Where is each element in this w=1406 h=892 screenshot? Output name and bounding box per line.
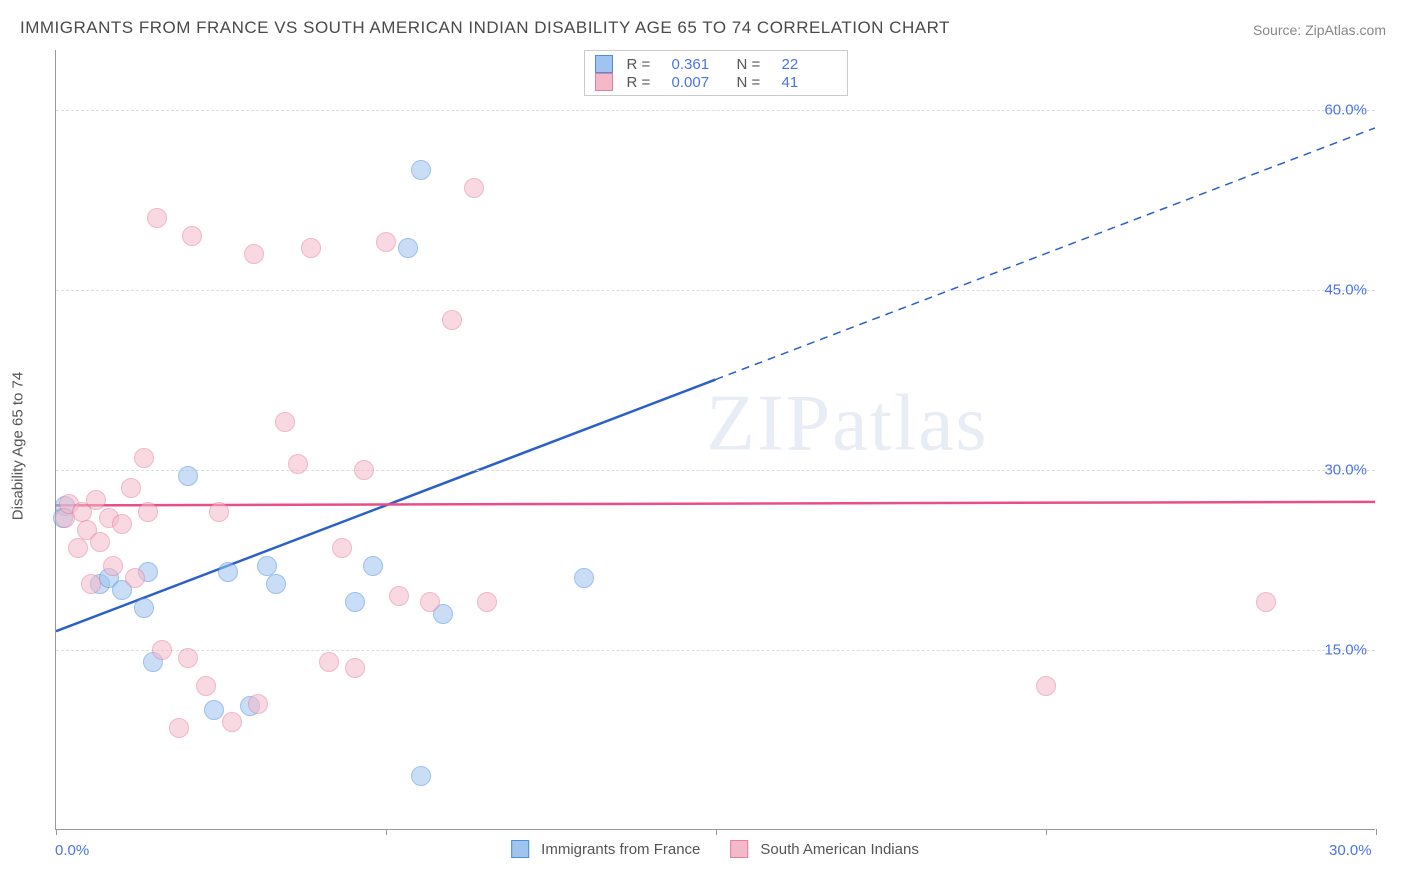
data-point	[103, 556, 123, 576]
x-tick	[1046, 829, 1047, 835]
data-point	[420, 592, 440, 612]
x-tick	[716, 829, 717, 835]
data-point	[134, 448, 154, 468]
data-point	[86, 490, 106, 510]
legend-item: Immigrants from France	[511, 840, 700, 858]
x-tick	[56, 829, 57, 835]
data-point	[363, 556, 383, 576]
scatter-plot-area: ZIPatlas R = 0.361 N = 22 R = 0.007 N = 41 15.0…	[55, 50, 1375, 830]
data-point	[204, 700, 224, 720]
x-tick-label: 0.0%	[55, 842, 89, 859]
y-tick-label: 30.0%	[1324, 462, 1367, 479]
data-point	[169, 718, 189, 738]
data-point	[574, 568, 594, 588]
data-point	[152, 640, 172, 660]
data-point	[1256, 592, 1276, 612]
data-point	[112, 514, 132, 534]
data-point	[464, 178, 484, 198]
data-point	[218, 562, 238, 582]
gridline	[56, 470, 1375, 471]
data-point	[288, 454, 308, 474]
source-link[interactable]: ZipAtlas.com	[1305, 22, 1386, 38]
y-axis-label: Disability Age 65 to 74	[10, 372, 27, 520]
data-point	[81, 574, 101, 594]
legend-n-label: N =	[737, 56, 772, 73]
data-point	[182, 226, 202, 246]
x-tick	[386, 829, 387, 835]
gridline	[56, 110, 1375, 111]
data-point	[138, 502, 158, 522]
y-tick-label: 60.0%	[1324, 102, 1367, 119]
data-point	[196, 676, 216, 696]
x-tick	[1376, 829, 1377, 835]
data-point	[257, 556, 277, 576]
data-point	[178, 648, 198, 668]
data-point	[248, 694, 268, 714]
legend-r-value: 0.007	[672, 74, 727, 91]
data-point	[90, 532, 110, 552]
data-point	[332, 538, 352, 558]
data-point	[125, 568, 145, 588]
y-tick-label: 45.0%	[1324, 282, 1367, 299]
legend-row: R = 0.007 N = 41	[595, 73, 837, 91]
data-point	[68, 538, 88, 558]
data-point	[121, 478, 141, 498]
watermark: ZIPatlas	[706, 378, 989, 469]
legend-n-value: 22	[782, 56, 837, 73]
data-point	[442, 310, 462, 330]
legend-series-name: South American Indians	[760, 841, 918, 858]
source-attribution: Source: ZipAtlas.com	[1253, 22, 1386, 38]
legend-swatch	[511, 840, 529, 858]
correlation-legend: R = 0.361 N = 22 R = 0.007 N = 41	[584, 50, 848, 96]
gridline	[56, 290, 1375, 291]
data-point	[301, 238, 321, 258]
data-point	[411, 160, 431, 180]
data-point	[319, 652, 339, 672]
data-point	[244, 244, 264, 264]
x-tick-label: 30.0%	[1329, 842, 1372, 859]
legend-r-value: 0.361	[672, 56, 727, 73]
chart-title: IMMIGRANTS FROM FRANCE VS SOUTH AMERICAN…	[20, 18, 950, 38]
legend-swatch	[730, 840, 748, 858]
legend-swatch	[595, 73, 613, 91]
gridline	[56, 650, 1375, 651]
data-point	[266, 574, 286, 594]
legend-r-label: R =	[627, 74, 662, 91]
legend-item: South American Indians	[730, 840, 918, 858]
data-point	[178, 466, 198, 486]
legend-series-name: Immigrants from France	[541, 841, 700, 858]
data-point	[376, 232, 396, 252]
y-tick-label: 15.0%	[1324, 642, 1367, 659]
data-point	[354, 460, 374, 480]
legend-r-label: R =	[627, 56, 662, 73]
data-point	[147, 208, 167, 228]
data-point	[275, 412, 295, 432]
legend-n-label: N =	[737, 74, 772, 91]
legend-swatch	[595, 55, 613, 73]
data-point	[209, 502, 229, 522]
data-point	[134, 598, 154, 618]
source-prefix: Source:	[1253, 22, 1305, 38]
legend-row: R = 0.361 N = 22	[595, 55, 837, 73]
legend-n-value: 41	[782, 74, 837, 91]
series-legend: Immigrants from France South American Ind…	[511, 840, 919, 858]
data-point	[345, 658, 365, 678]
data-point	[411, 766, 431, 786]
data-point	[389, 586, 409, 606]
data-point	[345, 592, 365, 612]
data-point	[398, 238, 418, 258]
data-point	[222, 712, 242, 732]
data-point	[477, 592, 497, 612]
data-point	[1036, 676, 1056, 696]
